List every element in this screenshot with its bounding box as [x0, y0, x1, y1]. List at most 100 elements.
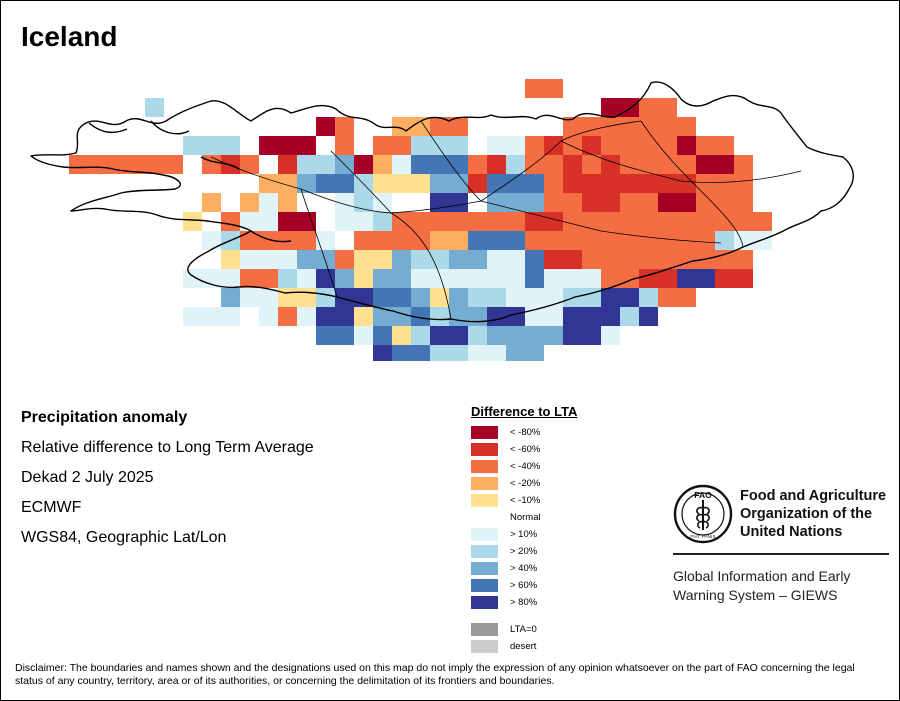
grid-cell — [677, 269, 696, 288]
grid-cell — [487, 231, 506, 250]
grid-cell — [506, 136, 525, 155]
grid-cell — [297, 231, 316, 250]
grid-cell — [658, 231, 677, 250]
grid-cell — [601, 269, 620, 288]
giews-name: Global Information and Early Warning Sys… — [673, 567, 850, 605]
grid-cell — [411, 174, 430, 193]
grid-cell — [278, 136, 297, 155]
legend-item: > 40% — [471, 562, 591, 577]
grid-cell — [601, 117, 620, 136]
legend-swatch — [471, 545, 498, 558]
grid-cell — [734, 193, 753, 212]
grid-cell — [525, 193, 544, 212]
legend-swatch — [471, 511, 498, 524]
grid-cell — [411, 345, 430, 361]
grid-cell — [601, 193, 620, 212]
grid-cell — [601, 155, 620, 174]
grid-cell — [677, 174, 696, 193]
grid-cell — [639, 155, 658, 174]
grid-cell — [753, 212, 772, 231]
grid-cell — [620, 155, 639, 174]
grid-cell — [145, 155, 164, 174]
grid-cell — [316, 269, 335, 288]
grid-cell — [183, 136, 202, 155]
grid-cell — [392, 269, 411, 288]
legend-item: < -60% — [471, 443, 591, 458]
grid-cell — [563, 212, 582, 231]
grid-cell — [487, 326, 506, 345]
grid-cell — [658, 269, 677, 288]
grid-cell — [411, 231, 430, 250]
grid-cell — [221, 269, 240, 288]
grid-cell — [658, 98, 677, 117]
grid-cell — [221, 307, 240, 326]
grid-cell — [449, 250, 468, 269]
grid-cell — [544, 269, 563, 288]
grid-cell — [297, 174, 316, 193]
grid-cell — [373, 345, 392, 361]
grid-cell — [582, 155, 601, 174]
grid-cell — [183, 307, 202, 326]
grid-cell — [335, 117, 354, 136]
grid-cell — [620, 288, 639, 307]
grid-cell — [696, 155, 715, 174]
grid-cell — [259, 269, 278, 288]
legend-item: Normal — [471, 511, 591, 526]
legend-swatch — [471, 460, 498, 473]
info-projection: WGS84, Geographic Lat/Lon — [21, 529, 227, 546]
grid-cell — [506, 250, 525, 269]
grid-cell — [411, 269, 430, 288]
grid-cell — [259, 174, 278, 193]
grid-cell — [658, 288, 677, 307]
grid-cell — [449, 117, 468, 136]
grid-cell — [297, 136, 316, 155]
grid-cell — [525, 288, 544, 307]
grid-cell — [563, 117, 582, 136]
grid-cell — [525, 307, 544, 326]
grid-cell — [544, 307, 563, 326]
grid-cell — [506, 288, 525, 307]
grid-cell — [601, 98, 620, 117]
grid-cell — [563, 174, 582, 193]
grid-cell — [316, 307, 335, 326]
grid-cell — [677, 136, 696, 155]
grid-cell — [69, 155, 88, 174]
grid-cell — [601, 307, 620, 326]
grid-cell — [506, 155, 525, 174]
grid-cell — [335, 212, 354, 231]
legend-item: > 20% — [471, 545, 591, 560]
grid-cell — [202, 136, 221, 155]
grid-cell — [221, 136, 240, 155]
grid-cell — [354, 193, 373, 212]
grid-cell — [354, 326, 373, 345]
grid-cell — [639, 231, 658, 250]
legend-label: < -80% — [510, 427, 541, 438]
grid-cell — [468, 307, 487, 326]
grid-cell — [430, 250, 449, 269]
grid-cell — [278, 231, 297, 250]
legend-item: desert — [471, 640, 591, 655]
grid-cell — [525, 136, 544, 155]
legend-label: > 10% — [510, 529, 538, 540]
grid-cell — [430, 117, 449, 136]
grid-cell — [639, 307, 658, 326]
legend-swatch — [471, 640, 498, 653]
grid-cell — [601, 231, 620, 250]
fao-logo-icon: FAO FIAT PANIS — [673, 484, 733, 544]
grid-cell — [525, 269, 544, 288]
grid-cell — [259, 288, 278, 307]
legend-label: Normal — [510, 512, 541, 523]
grid-cell — [316, 117, 335, 136]
grid-cell — [582, 117, 601, 136]
grid-cell — [411, 250, 430, 269]
grid-cell — [449, 288, 468, 307]
grid-cell — [354, 307, 373, 326]
grid-cell — [449, 193, 468, 212]
legend-label: > 20% — [510, 546, 538, 557]
grid-cell — [430, 174, 449, 193]
grid-cell — [544, 288, 563, 307]
grid-cell — [658, 136, 677, 155]
grid-cell — [392, 326, 411, 345]
grid-cell — [639, 288, 658, 307]
legend-item: > 10% — [471, 528, 591, 543]
